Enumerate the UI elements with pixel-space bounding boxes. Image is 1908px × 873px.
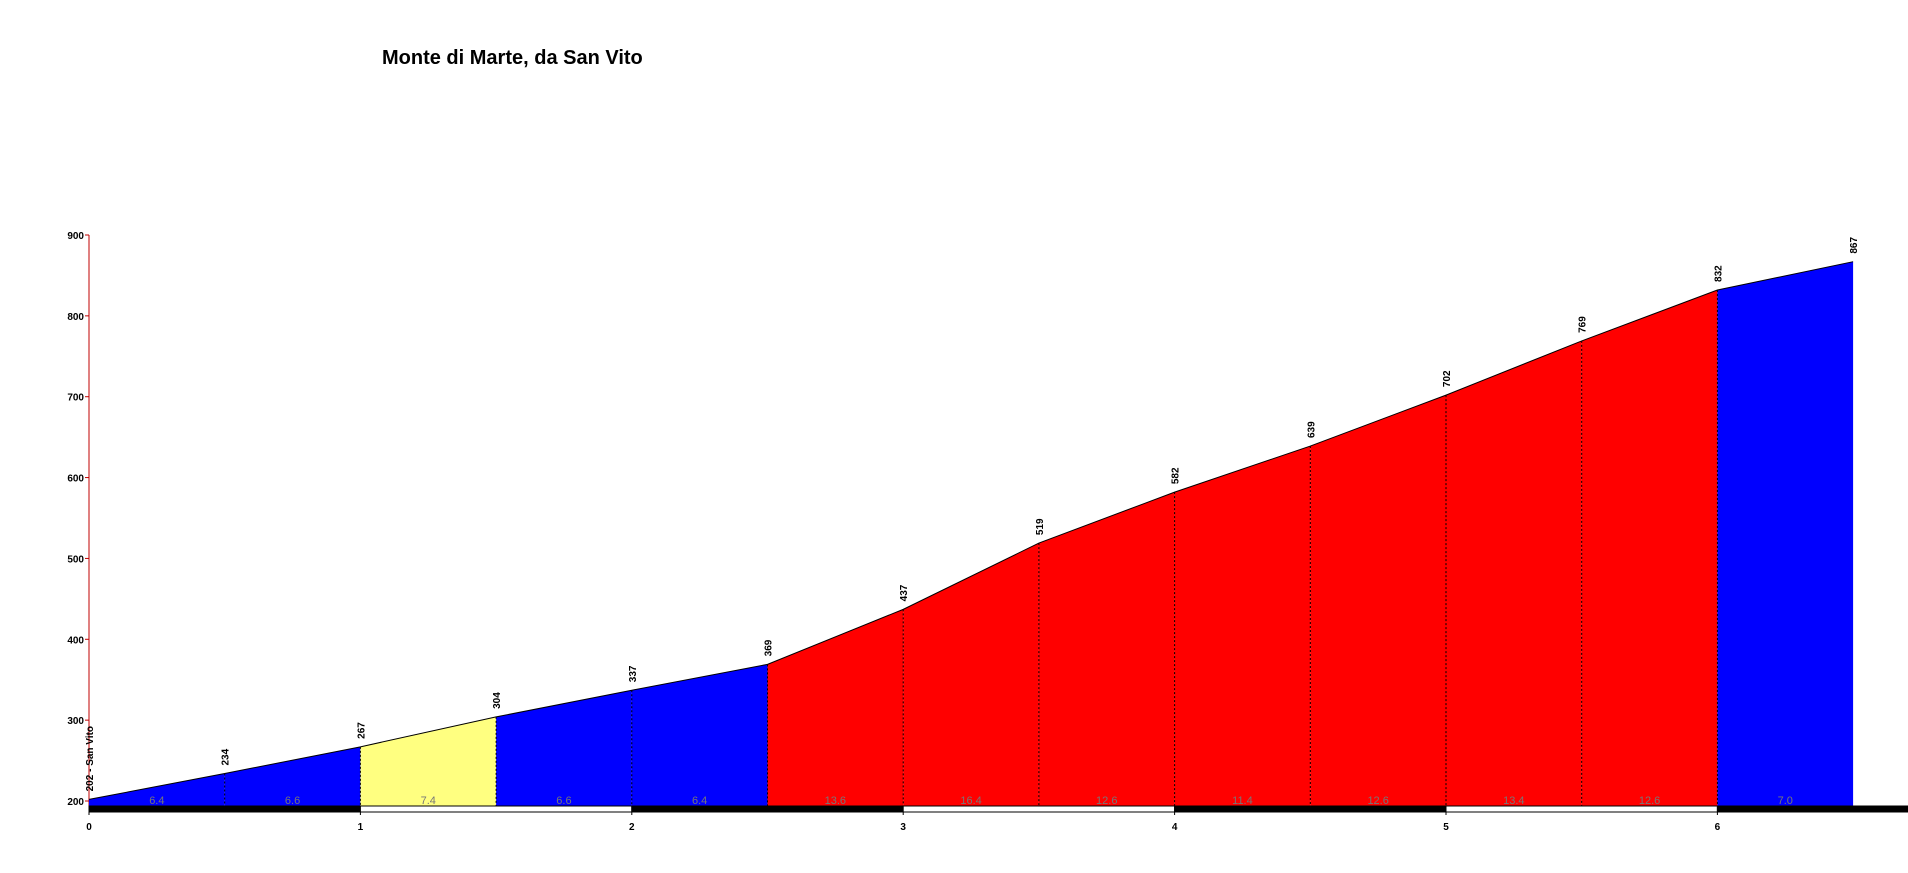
y-tick-label: 800 (67, 312, 84, 323)
gradient-label: 13.4 (1503, 795, 1524, 807)
segment (1581, 289, 1718, 806)
gradient-label: 12.6 (1367, 795, 1388, 807)
elevation-label: 369 (764, 639, 775, 656)
elevation-label: 519 (1035, 518, 1046, 535)
profile-line (88, 261, 1854, 800)
gradient-label: 12.6 (1096, 795, 1117, 807)
elevation-label: 702 (1442, 370, 1453, 387)
elevation-label: 337 (628, 665, 639, 682)
elevation-label: 769 (1578, 316, 1589, 333)
y-tick-label: 500 (67, 554, 84, 565)
x-tick-label: 1 (358, 822, 364, 833)
y-tick-label: 900 (67, 231, 84, 242)
distance-bar (1716, 805, 1908, 813)
gradient-label: 11.4 (1232, 795, 1253, 807)
segment (1038, 492, 1175, 806)
elevation-label: 234 (221, 748, 232, 765)
x-tick-label: 4 (1172, 822, 1178, 833)
x-tick-label: 6 (1715, 822, 1721, 833)
segment (496, 690, 632, 806)
segment (224, 746, 361, 806)
elevation-label: 582 (1171, 467, 1182, 484)
segment (1717, 261, 1854, 806)
segment (1446, 340, 1582, 806)
x-tick-label: 5 (1443, 822, 1449, 833)
segment (360, 716, 497, 806)
distance-bar (88, 805, 361, 813)
distance-bar (1445, 805, 1718, 813)
y-tick-label: 200 (67, 797, 84, 808)
x-tick-label: 2 (629, 822, 635, 833)
y-tick-label: 400 (67, 635, 84, 646)
segment (1174, 446, 1311, 806)
elevation-label: 267 (356, 722, 367, 739)
segment (89, 773, 225, 806)
chart-title: Monte di Marte, da San Vito (382, 47, 643, 69)
elevation-label: 202 - San Vito (85, 726, 96, 791)
elevation-label: 639 (1306, 421, 1317, 438)
elevation-label: 832 (1713, 265, 1724, 282)
x-tick-label: 3 (900, 822, 906, 833)
gradient-label: 13.6 (825, 795, 846, 807)
segment (1310, 395, 1446, 806)
gradient-label: 12.6 (1639, 795, 1660, 807)
elevation-label: 304 (492, 692, 503, 709)
gradient-label: 6.6 (556, 795, 571, 807)
y-tick-label: 700 (67, 393, 84, 404)
gradient-label: 7.4 (421, 795, 436, 807)
x-tick-label: 0 (86, 822, 92, 833)
distance-bar (631, 805, 904, 813)
distance-bar (359, 805, 633, 813)
elevation-label: 437 (899, 584, 910, 601)
distance-bar (902, 805, 1176, 813)
elevation-label: 867 (1849, 237, 1860, 254)
gradient-label: 6.4 (149, 795, 164, 807)
segment (767, 609, 904, 806)
gradient-label: 16.4 (960, 795, 981, 807)
distance-bar (1174, 805, 1447, 813)
segment (903, 543, 1039, 806)
segment (631, 664, 768, 806)
gradient-label: 7.0 (1778, 795, 1793, 807)
gradient-label: 6.4 (692, 795, 707, 807)
y-tick-label: 300 (67, 716, 84, 727)
gradient-label: 6.6 (285, 795, 300, 807)
y-tick-label: 600 (67, 474, 84, 485)
